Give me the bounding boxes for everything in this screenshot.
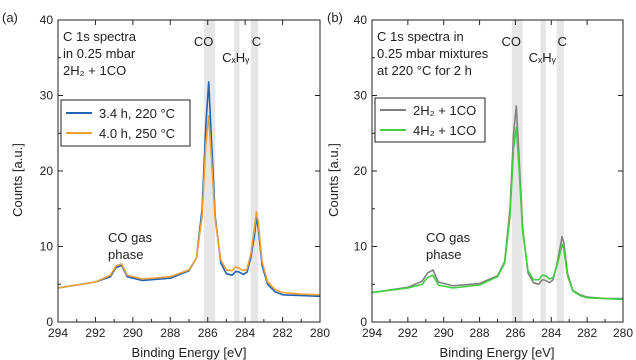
panel-b-band-label-2: C [558, 34, 567, 49]
panel-b-band-label-0: CO [501, 34, 521, 49]
panel-b-ytick-label-1: 10 [354, 240, 368, 254]
panel-a-series-1-line [57, 115, 321, 296]
panel-a-legend: 3.4 h, 220 °C 4.0 h, 250 °C [60, 99, 191, 147]
panel-a-xtick-label-7: 280 [310, 326, 330, 340]
panel-a-band-2 [250, 20, 259, 322]
panel-a-annotation-line-3: 2H₂ + 1CO [63, 63, 126, 78]
panel-a-gas-phase-label: CO gas phase [108, 230, 153, 262]
panel-b-xtick-label-2: 290 [434, 326, 454, 340]
panel-a-ytick-label-0: 0 [46, 315, 53, 329]
panel-a-annotation-line-1: C 1s spectra [63, 29, 137, 44]
panel-b-xlabel: Binding Energy [eV] [440, 345, 555, 360]
panel-b-series-1-line [371, 126, 624, 301]
panel-b-gas-phase-line-1: CO gas [426, 230, 471, 245]
panel-b-ytick-label-4: 40 [354, 13, 368, 27]
panel-a-ytick-label-4: 40 [40, 13, 54, 27]
panel-a-ytick-label-1: 10 [40, 240, 54, 254]
panel-b-ytick-label-0: 0 [360, 315, 367, 329]
panel-b-ytick-label-2: 20 [354, 164, 368, 178]
panel-a-band-1 [233, 20, 240, 322]
panel-a-legend-box [60, 99, 191, 147]
panel-b-xtick-label-0: 294 [362, 326, 382, 340]
panel-b-ylabel: Counts [a.u.] [326, 143, 341, 217]
panel-a-gas-phase-line-1: CO gas [108, 230, 153, 245]
panel-a-band-label-1: CₓHᵧ [222, 50, 250, 65]
panel-b-annotation-line-2: 0.25 mbar mixtures [377, 46, 489, 61]
panel-a-ticks: 294 292 290 288 286 284 282 280 0 10 20 30 40 [40, 13, 331, 340]
panel-a-xlabel: Binding Energy [eV] [132, 345, 247, 360]
panel-b-xtick-label-6: 282 [577, 326, 597, 340]
panel-b-bands [511, 20, 564, 322]
panel-b-label: (b) [327, 10, 343, 25]
panel-a-bands [203, 20, 259, 322]
panel-b-xtick-label-5: 284 [541, 326, 561, 340]
panel-b-band-1 [540, 20, 546, 322]
panel-a-label: (a) [2, 10, 18, 25]
panel-b-xtick-label-3: 288 [470, 326, 490, 340]
panel-b-curves [371, 105, 624, 301]
panel-a-xtick-label-3: 288 [160, 326, 180, 340]
panel-a-legend-label-1: 4.0 h, 250 °C [99, 126, 175, 141]
panel-b-ticks: 294 292 290 288 286 284 282 280 0 10 20 30 40 [354, 13, 634, 340]
panel-a-legend-label-0: 3.4 h, 220 °C [99, 106, 175, 121]
panel-b-annotation-line-1: C 1s spectra in [377, 29, 464, 44]
panel-a-ylabel: Counts [a.u.] [10, 143, 25, 217]
panel-a-annotation-line-2: in 0.25 mbar [63, 46, 136, 61]
panel-b-legend-box [374, 97, 486, 143]
panel-b-annotation-line-3: at 220 °C for 2 h [377, 63, 472, 78]
panel-a-xtick-label-0: 294 [48, 326, 68, 340]
panel-a-xtick-label-6: 282 [273, 326, 293, 340]
panel-a-band-0 [203, 20, 216, 322]
panel-b-legend: 2H₂ + 1CO 4H₂ + 1CO [374, 97, 486, 143]
panel-b-ytick-label-3: 30 [354, 89, 368, 103]
panel-a-band-label-2: C [252, 34, 261, 49]
panel-b-xtick-label-1: 292 [398, 326, 418, 340]
panel-b-xtick-label-7: 280 [613, 326, 633, 340]
panel-b-annotation: C 1s spectra in 0.25 mbar mixtures at 22… [377, 29, 489, 78]
panel-b-legend-label-1: 4H₂ + 1CO [413, 123, 476, 138]
panel-a-xtick-label-2: 290 [123, 326, 143, 340]
panel-a-xtick-label-4: 286 [198, 326, 218, 340]
panel-a-ytick-label-2: 20 [40, 164, 54, 178]
panel-a-ytick-label-3: 30 [40, 89, 54, 103]
panel-b-band-label-1: CₓHᵧ [529, 50, 557, 65]
panel-b-band-2 [556, 20, 564, 322]
panel-a-curves [57, 81, 321, 298]
panel-a-xtick-label-1: 292 [85, 326, 105, 340]
panel-b-gas-phase-label: CO gas phase [426, 230, 471, 262]
panel-a-annotation: C 1s spectra in 0.25 mbar 2H₂ + 1CO [63, 29, 137, 78]
panel-b-legend-label-0: 2H₂ + 1CO [413, 103, 476, 118]
panel-b-xtick-label-4: 286 [505, 326, 525, 340]
panel-b-gas-phase-line-2: phase [426, 247, 461, 262]
panel-b-band-0 [511, 20, 523, 322]
panel-a-xtick-label-5: 284 [235, 326, 255, 340]
panel-a-band-label-0: CO [194, 34, 214, 49]
panel-a-gas-phase-line-2: phase [108, 247, 143, 262]
